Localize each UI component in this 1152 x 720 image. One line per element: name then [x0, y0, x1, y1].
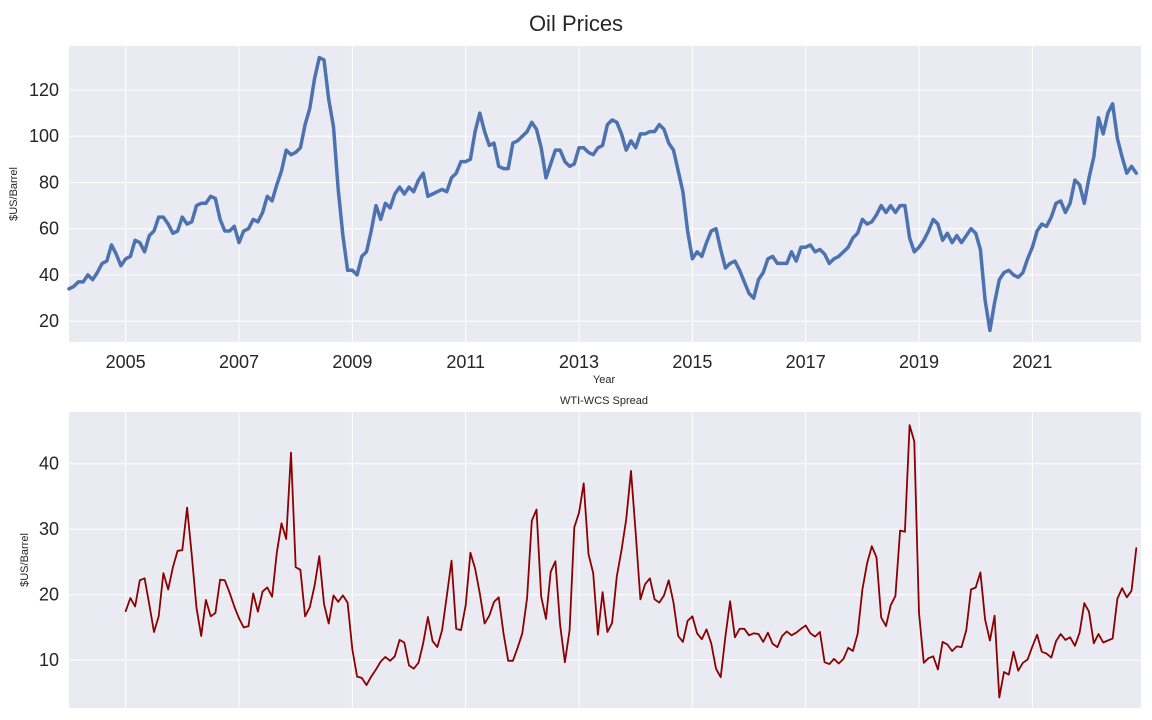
- spread-panel: WTI-WCS Spread 10 20 30 40 $US/Barrel: [19, 395, 1141, 708]
- oil-price-series-line: [67, 55, 1139, 333]
- spread-ytick-label: 30: [39, 519, 59, 539]
- spread-ytick-label: 20: [39, 585, 59, 605]
- oil-prices-panel: 20 40 60 80 100 120 2005 2007 2009 2011 2013 2015 20…: [8, 46, 1141, 386]
- oil-prices-ytick-label: 100: [29, 126, 59, 146]
- oil-prices-ytick-label: 60: [39, 219, 59, 239]
- oil-prices-ytick-label: 40: [39, 265, 59, 285]
- oil-prices-xtick-label: 2013: [559, 352, 599, 372]
- oil-prices-xtick-label: 2009: [332, 352, 372, 372]
- spread-ytick-label: 40: [39, 454, 59, 474]
- spread-ytick-label: 10: [39, 650, 59, 670]
- wti-wcs-spread-series-line: [124, 424, 1138, 699]
- spread-chart-title: WTI-WCS Spread: [560, 395, 648, 407]
- oil-prices-y-axis-label: $US/Barrel: [8, 167, 20, 221]
- spread-gridlines: [69, 412, 1141, 708]
- oil-prices-plot-area: [69, 46, 1141, 342]
- oil-prices-xtick-label: 2011: [446, 352, 485, 372]
- figure-title: Oil Prices: [529, 11, 623, 36]
- oil-prices-xtick-label: 2021: [1012, 352, 1052, 372]
- spread-tick-labels: 10 20 30 40: [39, 454, 59, 670]
- spread-y-axis-label: $US/Barrel: [19, 533, 31, 587]
- oil-prices-ytick-label: 120: [29, 80, 59, 100]
- oil-prices-xtick-label: 2017: [786, 352, 826, 372]
- oil-prices-tick-labels: 20 40 60 80 100 120 2005 2007 2009 2011 2013 2015 20…: [29, 80, 1052, 372]
- oil-prices-ytick-label: 20: [39, 311, 59, 331]
- oil-prices-xtick-label: 2015: [672, 352, 712, 372]
- oil-prices-xtick-label: 2019: [899, 352, 939, 372]
- spread-plot-area: [69, 412, 1141, 708]
- oil-prices-x-axis-label: Year: [593, 374, 616, 386]
- oil-prices-xtick-label: 2005: [106, 352, 146, 372]
- oil-prices-ytick-label: 80: [39, 172, 59, 192]
- oil-prices-xtick-label: 2007: [219, 352, 259, 372]
